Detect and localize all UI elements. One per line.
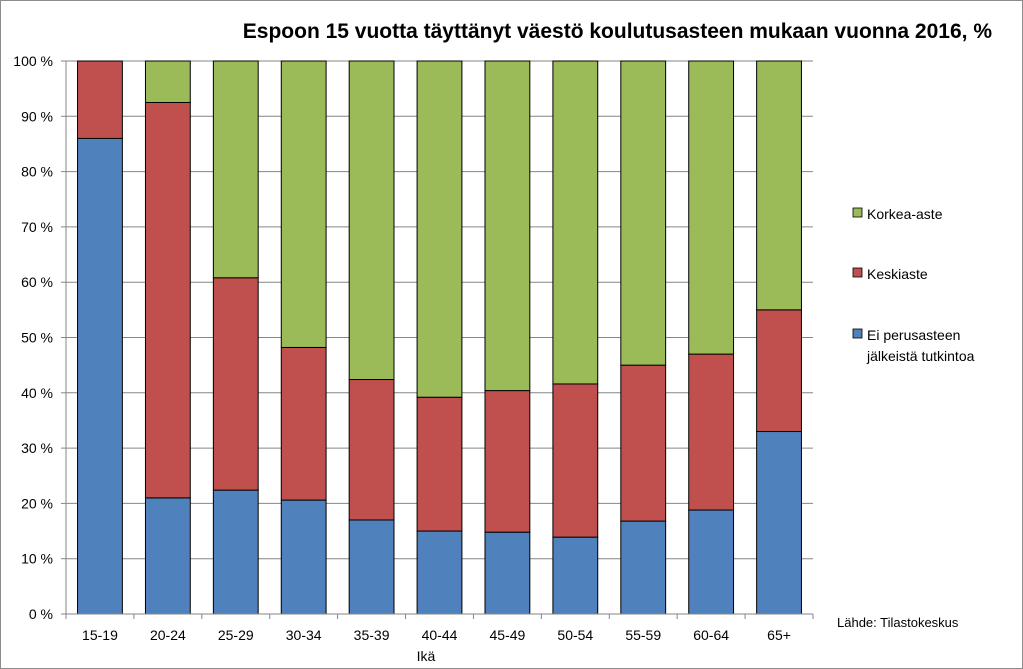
bar-segment xyxy=(756,60,802,311)
bar-segment xyxy=(212,277,259,491)
bar-segment xyxy=(688,509,735,615)
x-tick-label: 25-29 xyxy=(218,627,254,643)
x-tick-label: 60-64 xyxy=(693,627,729,643)
bar-segment xyxy=(416,396,463,532)
bar-segment xyxy=(77,137,123,615)
bar-segment xyxy=(280,60,327,348)
bar-segment xyxy=(552,383,599,538)
y-tick-label: 90 % xyxy=(21,108,53,124)
y-tick-label: 20 % xyxy=(21,495,53,511)
x-tick-label: 50-54 xyxy=(557,627,593,643)
legend-label: Ei perusasteen xyxy=(867,327,960,343)
y-tick-label: 50 % xyxy=(21,330,53,346)
bar-segment xyxy=(484,390,531,533)
bar-segment xyxy=(756,309,802,433)
legend-swatch xyxy=(852,328,863,339)
bar-segment xyxy=(688,60,735,355)
bar-segment xyxy=(552,536,599,615)
x-tick-label: 15-19 xyxy=(82,627,118,643)
x-tick-label: 20-24 xyxy=(150,627,186,643)
axes xyxy=(65,61,813,615)
x-tick-label: 65+ xyxy=(767,627,791,643)
x-tick-label: 45-49 xyxy=(490,627,526,643)
bar-segment xyxy=(144,60,191,103)
bar-segment xyxy=(416,530,463,615)
y-axis-ticks: 0 % 10 % 20 % 30 % 40 % 50 % 60 % 70 % 80 % 90 % 1… xyxy=(13,53,66,622)
bar-segment xyxy=(552,60,599,385)
bar-segment xyxy=(348,60,395,381)
bar-segment xyxy=(144,101,191,499)
bar-segment xyxy=(77,60,123,139)
bar-segment xyxy=(620,60,667,366)
legend-label: Keskiaste xyxy=(867,266,928,282)
y-tick-label: 30 % xyxy=(21,440,53,456)
bar-segment xyxy=(620,364,667,522)
y-tick-label: 10 % xyxy=(21,551,53,567)
source-note: Lähde: Tilastokeskus xyxy=(837,615,959,630)
legend: Korkea-aste Keskiaste Ei perusasteen jälkei… xyxy=(852,206,975,364)
bar-segment xyxy=(484,60,531,392)
bar-segment xyxy=(280,346,327,501)
legend-swatch xyxy=(852,207,863,218)
legend-label: jälkeistä tutkintoa xyxy=(866,348,975,364)
bar-segment xyxy=(348,379,395,521)
y-tick-label: 70 % xyxy=(21,219,53,235)
chart-title: Espoon 15 vuotta täyttänyt väestö koulut… xyxy=(243,20,993,43)
legend-swatch xyxy=(852,267,863,278)
bars xyxy=(77,60,802,615)
bar-segment xyxy=(484,531,531,615)
x-tick-label: 40-44 xyxy=(422,627,458,643)
y-tick-label: 40 % xyxy=(21,385,53,401)
bar-segment xyxy=(416,60,463,398)
bar-segment xyxy=(212,489,259,615)
bar-segment xyxy=(620,520,667,615)
y-tick-label: 80 % xyxy=(21,164,53,180)
bar-segment xyxy=(756,431,802,615)
bar-segment xyxy=(688,353,735,511)
x-axis-label: Ikä xyxy=(417,648,436,664)
x-tick-label: 30-34 xyxy=(286,627,322,643)
bar-segment xyxy=(280,499,327,615)
bar-segment xyxy=(212,60,259,279)
bar-segment xyxy=(348,519,395,615)
x-axis-ticks: 15-19 20-24 25-29 30-34 35-39 40-44 45-49 50-54… xyxy=(65,614,814,643)
bar-segment xyxy=(144,497,191,615)
x-tick-label: 35-39 xyxy=(354,627,390,643)
y-tick-label: 60 % xyxy=(21,274,53,290)
x-tick-label: 55-59 xyxy=(625,627,661,643)
y-tick-label: 0 % xyxy=(29,606,53,622)
legend-label: Korkea-aste xyxy=(867,206,943,222)
y-tick-label: 100 % xyxy=(13,53,53,69)
